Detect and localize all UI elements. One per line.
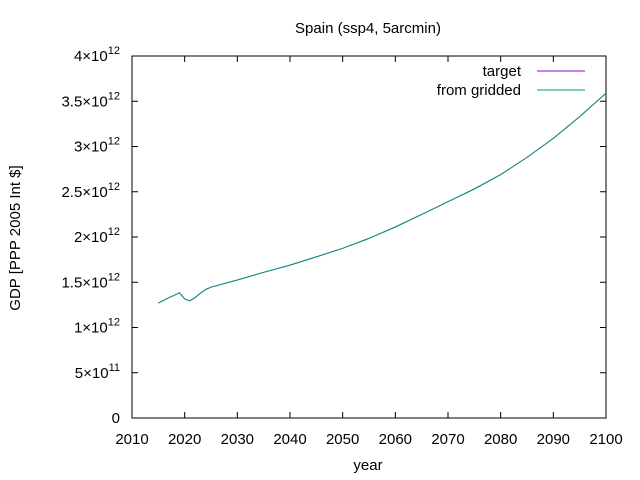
legend: target from gridded: [437, 63, 585, 99]
x-tick-label: 2010: [115, 431, 148, 448]
series-line-1: [158, 92, 607, 304]
x-tick-label: 2020: [168, 431, 201, 448]
plot-frame: [131, 55, 607, 419]
y-tick-label: 1.5×1012: [61, 271, 120, 291]
x-tick-label: 2040: [273, 431, 306, 448]
series-lines: [158, 92, 607, 304]
legend-label: from gridded: [437, 82, 521, 99]
y-tick-label: 3.5×1012: [61, 90, 120, 110]
x-tick-label: 2070: [431, 431, 464, 448]
y-tick-label: 1×1012: [74, 317, 120, 337]
y-tick-label: 2×1012: [74, 226, 120, 246]
y-tick-label: 4×1012: [74, 45, 120, 65]
x-tick-label: 2090: [537, 431, 570, 448]
x-axis-label: year: [353, 457, 382, 474]
series-line-2: [158, 92, 607, 304]
legend-label: target: [483, 63, 522, 80]
x-tick-label: 2060: [379, 431, 412, 448]
x-tick-label: 2100: [589, 431, 622, 448]
y-axis-label: GDP [PPP 2005 Int $]: [7, 165, 24, 310]
y-tick-label: 3×1012: [74, 136, 120, 156]
x-tick-label: 2080: [484, 431, 517, 448]
y-tick-label: 5×1011: [75, 362, 120, 382]
x-tick-label: 2030: [221, 431, 254, 448]
chart-title: Spain (ssp4, 5arcmin): [295, 20, 441, 37]
axes: 2010 2020 2030 2040 2050 2060 2070 2080 2090 2100…: [61, 45, 622, 448]
x-tick-label: 2050: [326, 431, 359, 448]
y-tick-label: 2.5×1012: [61, 181, 120, 201]
y-tick-label: 0: [112, 410, 120, 427]
